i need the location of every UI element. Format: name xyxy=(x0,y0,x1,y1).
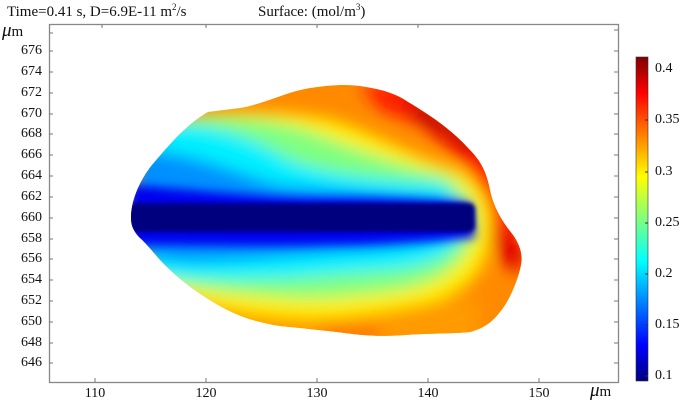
colorbar-tick-label: 0.15 xyxy=(655,317,680,332)
x-tick-label: 140 xyxy=(417,386,439,401)
y-tick-label: 656 xyxy=(21,251,42,266)
colorbar-tick-label: 0.3 xyxy=(655,164,673,179)
title-right-tail: ) xyxy=(360,4,366,20)
y-tick-label: 648 xyxy=(21,335,42,350)
x-unit-suffix: m xyxy=(599,384,612,400)
x-axis-unit: μm xyxy=(590,380,611,402)
y-tick-label: 666 xyxy=(21,147,42,162)
title-left-sup: 2 xyxy=(172,2,177,12)
y-tick-label: 652 xyxy=(21,293,42,308)
title-left-text: Time=0.41 s, D=6.9E-11 m xyxy=(7,4,172,20)
plot-title-left: Time=0.41 s, D=6.9E-11 m2/s xyxy=(7,2,187,21)
y-tick-label: 658 xyxy=(21,231,42,246)
y-tick-label: 670 xyxy=(21,106,42,121)
y-tick-label: 662 xyxy=(21,189,42,204)
y-axis-ticks xyxy=(49,29,618,364)
colorbar-tick-label: 0.2 xyxy=(655,266,673,281)
x-tick-label: 110 xyxy=(84,386,106,401)
colorbar xyxy=(635,56,649,382)
x-unit-mu: μ xyxy=(590,380,600,401)
y-tick-label: 674 xyxy=(21,64,42,79)
y-tick-label: 668 xyxy=(21,126,42,141)
y-tick-label: 672 xyxy=(21,85,42,100)
y-unit-suffix: m xyxy=(11,24,24,40)
y-tick-label: 646 xyxy=(21,355,42,370)
plot-title-right: Surface: (mol/m3) xyxy=(258,2,365,21)
x-tick-label: 150 xyxy=(528,386,550,401)
title-right-sup: 3 xyxy=(355,2,361,12)
y-unit-mu: μ xyxy=(2,20,12,41)
y-tick-label: 660 xyxy=(21,210,42,225)
y-axis-unit: μm xyxy=(2,20,23,42)
x-tick-label: 120 xyxy=(195,386,217,401)
title-right-text: Surface: (mol/m xyxy=(258,4,356,20)
colorbar-tick-label: 0.1 xyxy=(655,368,673,383)
colorbar-tick-label: 0.25 xyxy=(655,215,680,230)
colorbar-ticks xyxy=(645,68,648,377)
colorbar-tick-label: 0.4 xyxy=(655,61,673,76)
y-tick-label: 664 xyxy=(21,168,42,183)
y-tick-label: 650 xyxy=(21,314,42,329)
y-tick-label: 676 xyxy=(21,43,42,58)
y-tick-label: 654 xyxy=(21,272,42,287)
x-axis-ticks xyxy=(94,25,540,382)
x-tick-label: 130 xyxy=(306,386,328,401)
title-left-tail: /s xyxy=(176,4,187,20)
colorbar-tick-label: 0.35 xyxy=(655,112,680,127)
